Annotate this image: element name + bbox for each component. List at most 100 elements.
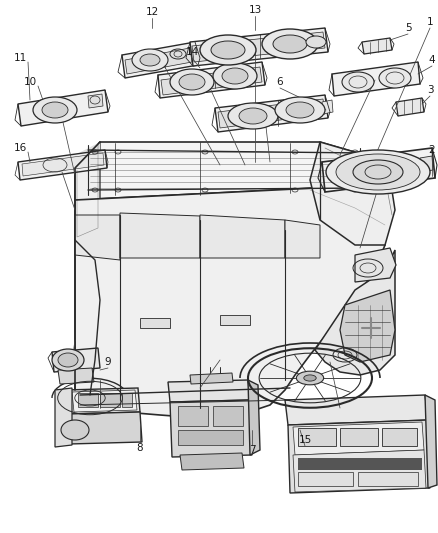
Ellipse shape — [170, 69, 214, 95]
Ellipse shape — [297, 371, 324, 385]
Ellipse shape — [239, 108, 267, 124]
Polygon shape — [52, 348, 100, 372]
Ellipse shape — [211, 41, 245, 59]
Ellipse shape — [42, 102, 68, 118]
Polygon shape — [55, 388, 72, 447]
Ellipse shape — [342, 72, 374, 92]
Bar — [358, 472, 418, 486]
Bar — [140, 318, 170, 328]
Polygon shape — [67, 412, 142, 444]
Text: 11: 11 — [14, 53, 27, 63]
Text: 2: 2 — [429, 145, 435, 155]
Polygon shape — [332, 62, 420, 96]
Ellipse shape — [275, 97, 325, 123]
Ellipse shape — [179, 74, 205, 90]
Bar — [178, 406, 208, 426]
Ellipse shape — [262, 29, 318, 59]
Polygon shape — [161, 67, 262, 95]
Polygon shape — [58, 368, 94, 384]
Ellipse shape — [132, 49, 168, 71]
Polygon shape — [285, 395, 428, 425]
Polygon shape — [215, 95, 328, 132]
Polygon shape — [200, 215, 285, 258]
Text: 3: 3 — [427, 85, 433, 95]
Ellipse shape — [213, 63, 257, 89]
Polygon shape — [170, 400, 252, 457]
Polygon shape — [192, 32, 325, 62]
Ellipse shape — [273, 35, 307, 53]
Bar — [220, 315, 250, 325]
Polygon shape — [22, 153, 104, 176]
Text: 13: 13 — [248, 5, 261, 15]
Text: 14: 14 — [185, 47, 198, 57]
Text: 12: 12 — [145, 7, 159, 17]
Text: 9: 9 — [105, 357, 111, 367]
Polygon shape — [315, 250, 395, 375]
Ellipse shape — [52, 349, 84, 371]
Bar — [78, 393, 98, 407]
Text: 8: 8 — [137, 443, 143, 453]
Polygon shape — [190, 28, 328, 66]
Polygon shape — [322, 148, 435, 192]
Polygon shape — [75, 185, 385, 418]
Bar — [298, 428, 336, 446]
Polygon shape — [18, 90, 108, 126]
Polygon shape — [322, 100, 333, 114]
Bar — [382, 428, 417, 446]
Polygon shape — [158, 62, 265, 98]
Polygon shape — [75, 142, 375, 200]
Ellipse shape — [140, 54, 160, 66]
Polygon shape — [310, 142, 395, 245]
Polygon shape — [293, 422, 424, 455]
Text: 16: 16 — [14, 143, 27, 153]
Polygon shape — [362, 38, 392, 54]
Ellipse shape — [306, 36, 326, 48]
Polygon shape — [18, 150, 107, 180]
Text: 5: 5 — [405, 23, 411, 33]
Polygon shape — [72, 390, 137, 412]
Bar — [213, 406, 243, 426]
Text: 1: 1 — [427, 17, 433, 27]
Polygon shape — [75, 142, 100, 240]
Ellipse shape — [326, 150, 430, 194]
Polygon shape — [288, 420, 430, 493]
Ellipse shape — [58, 353, 78, 367]
Polygon shape — [88, 94, 103, 108]
Bar — [298, 458, 422, 470]
Bar — [340, 428, 378, 446]
Ellipse shape — [336, 154, 420, 190]
Polygon shape — [168, 380, 250, 402]
Ellipse shape — [222, 68, 248, 84]
Ellipse shape — [228, 103, 278, 129]
Polygon shape — [218, 99, 325, 128]
Polygon shape — [65, 388, 140, 414]
Text: 10: 10 — [24, 77, 36, 87]
Polygon shape — [75, 142, 100, 168]
Polygon shape — [248, 380, 260, 455]
Ellipse shape — [353, 160, 403, 184]
Bar — [122, 393, 132, 407]
Polygon shape — [340, 290, 395, 362]
Text: 6: 6 — [277, 77, 283, 87]
Polygon shape — [420, 156, 433, 172]
Text: 15: 15 — [298, 435, 311, 445]
Polygon shape — [75, 215, 120, 260]
Polygon shape — [190, 373, 233, 384]
Ellipse shape — [286, 102, 314, 118]
Polygon shape — [425, 395, 437, 488]
Polygon shape — [285, 220, 320, 258]
Polygon shape — [122, 42, 198, 78]
Polygon shape — [120, 213, 200, 258]
Polygon shape — [396, 98, 424, 116]
Bar — [100, 393, 120, 407]
Polygon shape — [125, 48, 192, 74]
Polygon shape — [293, 450, 426, 492]
Text: 4: 4 — [429, 55, 435, 65]
Ellipse shape — [200, 35, 256, 65]
Ellipse shape — [379, 68, 411, 88]
Text: 7: 7 — [249, 445, 255, 455]
Bar — [298, 472, 353, 486]
Polygon shape — [180, 453, 244, 470]
Bar — [178, 430, 243, 445]
Ellipse shape — [304, 375, 316, 381]
